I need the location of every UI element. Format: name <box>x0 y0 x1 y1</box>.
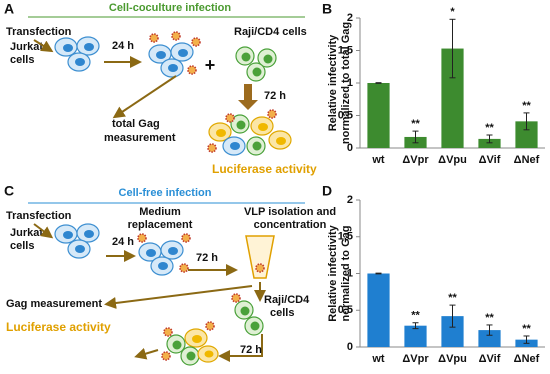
y-axis-label: normalized to total Gag <box>340 22 352 144</box>
significance: ** <box>411 310 420 322</box>
label: cells <box>10 240 34 252</box>
raji-cells <box>235 46 277 82</box>
y-axis-label: Relative infectivity <box>327 224 339 321</box>
x-tick-label: ΔVif <box>479 154 501 166</box>
significance: ** <box>485 122 494 134</box>
x-tick-label: ΔVpu <box>438 154 467 166</box>
jurkat-cells <box>54 36 100 72</box>
bar <box>515 121 538 148</box>
label: + <box>205 55 216 75</box>
tube <box>245 235 275 279</box>
label: measurement <box>104 132 176 144</box>
label: Jurkat <box>10 227 43 239</box>
readout: Luciferase activity <box>6 320 111 334</box>
label: total Gag <box>112 118 160 130</box>
x-tick-label: ΔNef <box>514 154 540 166</box>
bar <box>404 325 427 347</box>
panel-letter: A <box>4 1 14 17</box>
label: Transfection <box>6 210 72 222</box>
panel-letter: B <box>322 1 332 17</box>
y-axis-label: Relative infectivity <box>327 34 339 131</box>
label: VLP isolation and <box>244 206 336 218</box>
bar <box>441 316 464 347</box>
label: replacement <box>128 219 193 231</box>
jurkat-cells <box>54 223 100 259</box>
y-tick-label: 0 <box>347 341 353 353</box>
y-tick-label: 2 <box>347 12 353 24</box>
panel-c: C Cell-free infection Transfection Jurka… <box>4 183 336 366</box>
coculture-cells <box>207 109 292 156</box>
bar <box>441 48 464 148</box>
bar <box>367 273 390 347</box>
x-tick-label: ΔVpr <box>402 154 429 166</box>
label: concentration <box>254 219 327 231</box>
virion <box>255 263 265 273</box>
arrow <box>33 39 54 53</box>
x-tick-label: ΔVif <box>479 353 501 365</box>
x-tick-label: ΔNef <box>514 353 540 365</box>
panel-title: Cell-free infection <box>119 187 212 199</box>
x-tick-label: wt <box>371 154 385 166</box>
significance: ** <box>522 323 531 335</box>
label: cells <box>270 307 294 319</box>
label: 72 h <box>196 252 218 264</box>
y-axis-label: normalized to Gag <box>340 226 352 322</box>
transfected-cells <box>137 233 191 276</box>
y-tick-label: 1 <box>347 267 353 279</box>
bar <box>478 138 501 148</box>
label: 24 h <box>112 236 134 248</box>
significance: ** <box>485 312 494 324</box>
panel-letter: D <box>322 183 332 199</box>
arrow <box>104 285 253 309</box>
y-tick-label: 1.5 <box>338 231 353 243</box>
label: Raji/CD4 cells <box>234 26 307 38</box>
arrow <box>218 334 263 362</box>
y-tick-label: 0.5 <box>338 109 353 121</box>
y-tick-label: 1.5 <box>338 44 353 56</box>
x-tick-label: wt <box>371 353 385 365</box>
label: 72 h <box>240 344 262 356</box>
y-tick-label: 0 <box>347 142 353 154</box>
raji-cells <box>231 293 264 336</box>
bar <box>478 330 501 347</box>
label: Gag measurement <box>6 298 102 310</box>
label: 72 h <box>264 90 286 102</box>
label: Medium <box>139 206 181 218</box>
arrow <box>33 223 54 239</box>
bar <box>367 83 390 148</box>
transfected-cells <box>148 31 201 78</box>
significance: ** <box>448 292 457 304</box>
y-tick-label: 2 <box>347 194 353 206</box>
label: 24 h <box>112 40 134 52</box>
panel-title: Cell-coculture infection <box>109 2 232 14</box>
x-tick-label: ΔVpr <box>402 353 429 365</box>
panel-letter: C <box>4 183 14 199</box>
arrow <box>112 75 177 119</box>
label: Jurkat <box>10 41 43 53</box>
y-tick-label: 0.5 <box>338 304 353 316</box>
big-arrow <box>238 84 258 110</box>
label: cells <box>10 54 34 66</box>
panel-a: A Cell-coculture infection Transfection … <box>4 1 317 176</box>
significance: * <box>450 6 455 18</box>
infected-cells <box>161 321 219 366</box>
label: Raji/CD4 <box>264 294 310 306</box>
label: Transfection <box>6 26 72 38</box>
significance: ** <box>411 118 420 130</box>
x-tick-label: ΔVpu <box>438 353 467 365</box>
arrow <box>134 347 159 360</box>
significance: ** <box>522 100 531 112</box>
y-tick-label: 1 <box>347 77 353 89</box>
readout: Luciferase activity <box>212 162 317 176</box>
